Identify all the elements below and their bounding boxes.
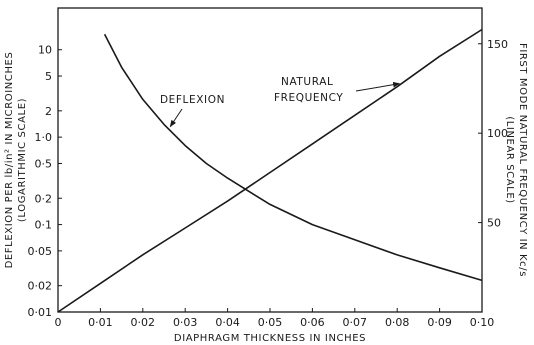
x-tick-label: 0·04 bbox=[215, 316, 240, 329]
y-axis-left-title: DEFLEXION PER lb/in² IN MICROINCHES bbox=[4, 52, 15, 269]
x-axis-title: DIAPHRAGM THICKNESS IN INCHES bbox=[174, 333, 366, 344]
y-left-tick-label: 0·1 bbox=[35, 219, 53, 232]
x-tick-label: 0·09 bbox=[427, 316, 452, 329]
y-left-tick-label: 10 bbox=[38, 44, 52, 57]
y-left-tick-label: 0·2 bbox=[35, 192, 53, 205]
y-left-tick-label: 2 bbox=[45, 105, 52, 118]
plot-frame bbox=[57, 7, 483, 313]
y-right-tick-label: 150 bbox=[487, 38, 508, 51]
plot-area: 0 0·01 0·02 0·03 0·04 0·05 0·06 0·07 0·08 0·09 0·1… bbox=[28, 7, 508, 329]
y-axis-right-subtitle: (LINEAR SCALE) bbox=[504, 116, 515, 204]
x-tick-label: 0·05 bbox=[258, 316, 283, 329]
x-tick-label: 0·06 bbox=[300, 316, 325, 329]
annotation-deflexion: DEFLEXION bbox=[160, 94, 225, 106]
y-right-tick-label: 100 bbox=[487, 127, 508, 140]
y-left-tick-label: 0·02 bbox=[28, 280, 53, 293]
x-tick-label: 0·10 bbox=[470, 316, 495, 329]
x-tick-label: 0·01 bbox=[88, 316, 113, 329]
y-left-tick-label: 5 bbox=[45, 70, 52, 83]
y-left-tick-label: 0·01 bbox=[28, 306, 53, 319]
x-tick-label: 0·03 bbox=[173, 316, 198, 329]
series-line-deflexion bbox=[103, 33, 483, 282]
y-left-tick-label: 1·0 bbox=[35, 131, 53, 144]
annotation-arrow-deflexion bbox=[169, 108, 183, 128]
x-tick-label: 0 bbox=[55, 316, 62, 329]
y-axis-right-title: FIRST MODE NATURAL FREQUENCY IN Kc/s bbox=[517, 43, 528, 277]
annotation-natural-frequency-line1: NATURAL bbox=[281, 76, 333, 88]
y-axis-left-subtitle: (LOGARITHMIC SCALE) bbox=[17, 98, 28, 222]
x-tick-label: 0·02 bbox=[131, 316, 156, 329]
annotation-arrow-natural-frequency bbox=[355, 81, 401, 92]
x-tick-label: 0·08 bbox=[385, 316, 410, 329]
series-line-natural-frequency bbox=[57, 28, 483, 313]
y-left-tick-label: 0·5 bbox=[35, 157, 53, 170]
annotation-natural-frequency-line2: FREQUENCY bbox=[274, 92, 343, 104]
x-tick-label: 0·07 bbox=[343, 316, 368, 329]
y-left-tick-label: 0·05 bbox=[28, 245, 53, 258]
y-right-tick-label: 50 bbox=[487, 217, 501, 230]
